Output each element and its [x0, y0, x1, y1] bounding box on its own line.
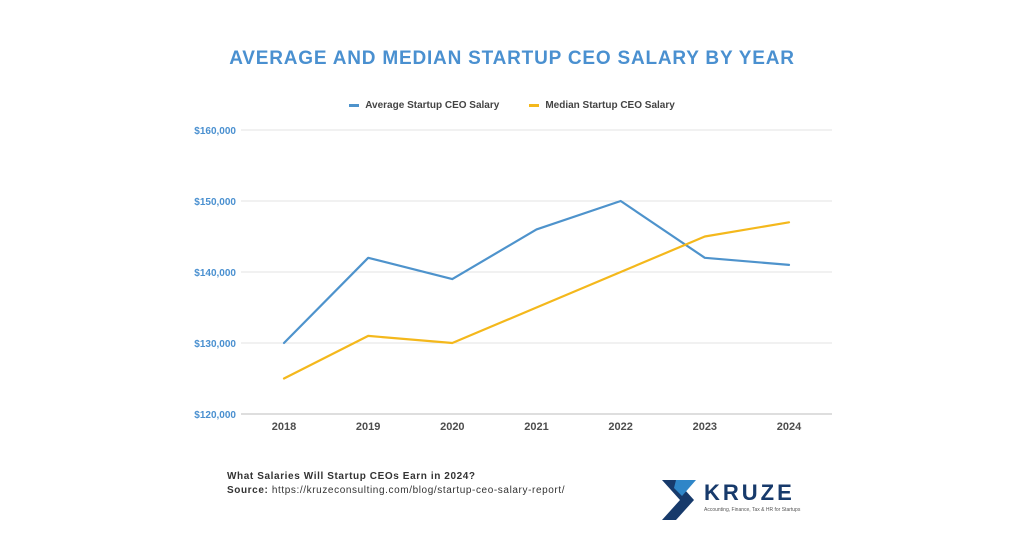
x-tick-label: 2020: [440, 421, 464, 433]
kruze-logo: KRUZE Accounting, Finance, Tax & HR for …: [660, 478, 830, 522]
x-tick-label: 2024: [777, 421, 802, 433]
series-line-median: [282, 221, 791, 380]
legend-item-median: Median Startup CEO Salary: [529, 100, 675, 111]
chart-footer: What Salaries Will Startup CEOs Earn in …: [227, 470, 565, 498]
legend-swatch-median: [529, 104, 540, 107]
x-tick-label: 2023: [693, 421, 717, 433]
x-tick-label: 2022: [608, 421, 632, 433]
footer-source: Source: https://kruzeconsulting.com/blog…: [227, 484, 565, 498]
y-tick-label: $160,000: [194, 126, 236, 137]
kruze-logo-mark-icon: [662, 480, 696, 520]
y-tick-label: $140,000: [194, 268, 236, 279]
logo-wordmark: KRUZE: [704, 480, 795, 505]
x-tick-label: 2019: [356, 421, 380, 433]
series-line-average: [282, 199, 791, 345]
footer-source-label: Source:: [227, 485, 269, 496]
footer-question: What Salaries Will Startup CEOs Earn in …: [227, 471, 476, 482]
x-tick-label: 2021: [524, 421, 548, 433]
legend-label-median: Median Startup CEO Salary: [545, 100, 675, 111]
logo-tagline: Accounting, Finance, Tax & HR for Startu…: [704, 507, 801, 513]
y-tick-label: $150,000: [194, 197, 236, 208]
y-tick-label: $120,000: [194, 410, 236, 421]
chart-title: AVERAGE AND MEDIAN STARTUP CEO SALARY BY…: [229, 48, 795, 69]
x-tick-label: 2018: [272, 421, 296, 433]
legend-swatch-average: [349, 104, 360, 107]
footer-source-url: https://kruzeconsulting.com/blog/startup…: [271, 485, 566, 496]
legend-item-average: Average Startup CEO Salary: [349, 100, 499, 111]
y-tick-label: $130,000: [194, 339, 236, 350]
legend-label-average: Average Startup CEO Salary: [365, 100, 500, 111]
chart-legend: Average Startup CEO Salary Median Startu…: [0, 100, 1024, 111]
